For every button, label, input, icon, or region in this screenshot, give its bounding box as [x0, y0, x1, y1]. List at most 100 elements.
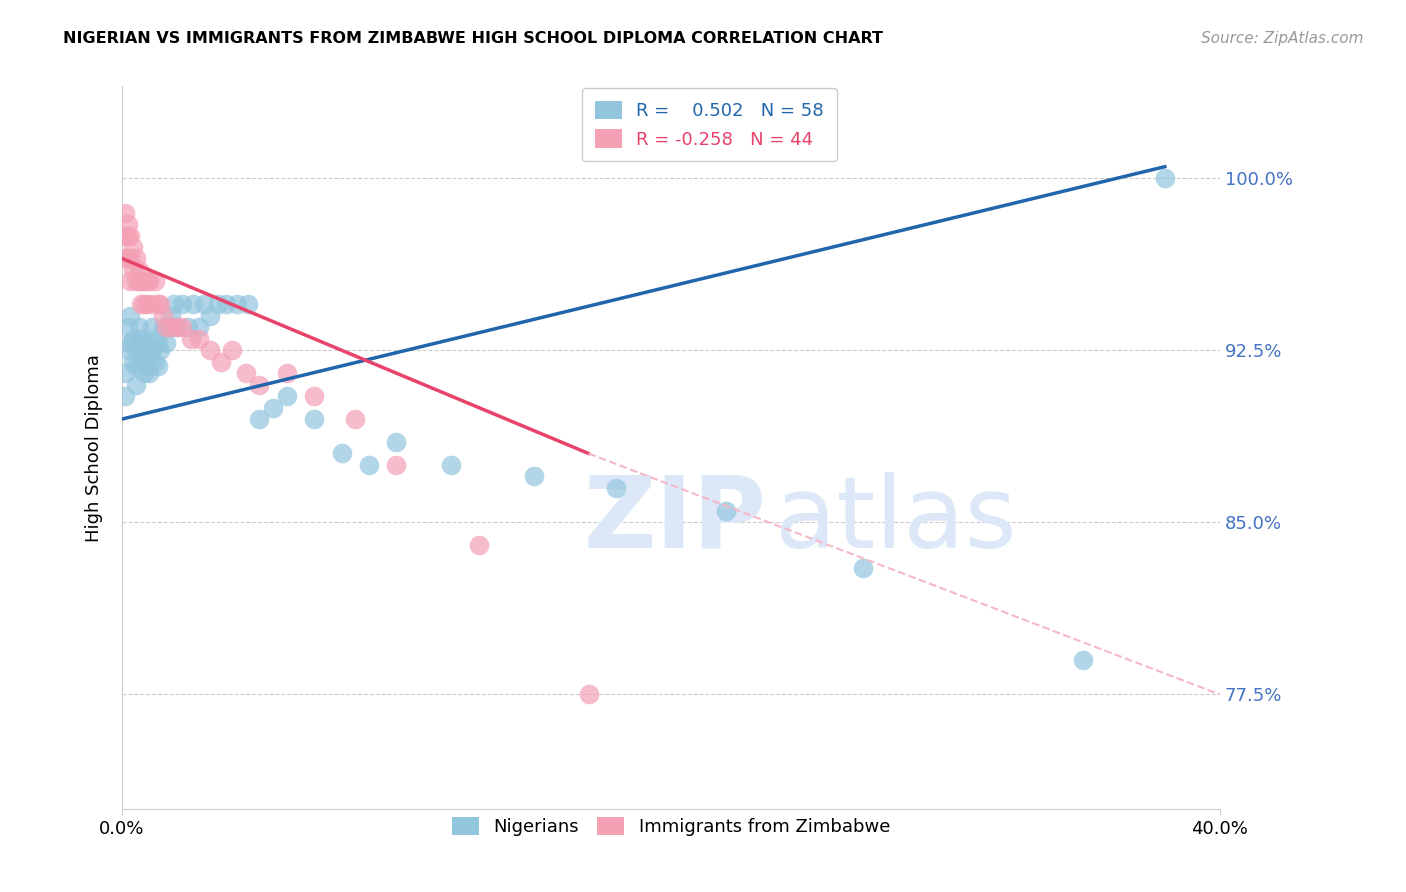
Point [262, 401, 284, 415]
Point [149, 343, 172, 358]
Point [276, 366, 298, 380]
Point [330, 446, 353, 460]
Point [1071, 653, 1094, 667]
Point [187, 320, 209, 334]
Point [187, 332, 209, 346]
Point [120, 336, 142, 351]
Point [122, 263, 145, 277]
Point [1153, 171, 1175, 186]
Point [129, 297, 152, 311]
Point [122, 332, 145, 346]
Point [138, 343, 160, 358]
Point [180, 332, 202, 346]
Point [129, 354, 152, 368]
Point [114, 252, 136, 266]
Point [163, 297, 186, 311]
Point [578, 687, 600, 701]
Point [440, 458, 463, 472]
Point [276, 389, 298, 403]
Point [117, 320, 139, 334]
Point [177, 320, 200, 334]
Point [302, 412, 325, 426]
Point [132, 274, 155, 288]
Text: atlas: atlas [775, 472, 1017, 568]
Point [125, 359, 148, 374]
Point [152, 320, 174, 334]
Point [135, 336, 157, 351]
Point [238, 297, 260, 311]
Point [146, 359, 169, 374]
Point [247, 377, 270, 392]
Point [117, 217, 139, 231]
Point [125, 343, 148, 358]
Point [138, 274, 160, 288]
Point [152, 309, 174, 323]
Point [247, 412, 270, 426]
Point [193, 297, 215, 311]
Point [714, 504, 737, 518]
Point [128, 274, 150, 288]
Point [155, 336, 177, 351]
Point [114, 389, 136, 403]
Point [122, 240, 145, 254]
Point [215, 297, 238, 311]
Point [129, 332, 152, 346]
Point [117, 228, 139, 243]
Point [155, 320, 177, 334]
Point [125, 274, 148, 288]
Point [149, 297, 172, 311]
Point [302, 389, 325, 403]
Point [135, 359, 157, 374]
Point [172, 297, 194, 311]
Point [172, 320, 194, 334]
Y-axis label: High School Diploma: High School Diploma [86, 354, 103, 541]
Point [135, 297, 157, 311]
Point [132, 343, 155, 358]
Point [128, 320, 150, 334]
Point [143, 354, 166, 368]
Point [221, 343, 243, 358]
Point [141, 320, 163, 334]
Point [385, 435, 408, 450]
Point [157, 320, 180, 334]
Point [160, 320, 183, 334]
Point [198, 343, 221, 358]
Point [143, 274, 166, 288]
Point [198, 309, 221, 323]
Point [235, 366, 257, 380]
Point [852, 561, 875, 575]
Point [117, 252, 139, 266]
Point [207, 297, 229, 311]
Point [523, 469, 546, 483]
Text: ZIP: ZIP [583, 472, 766, 568]
Point [120, 228, 142, 243]
Point [114, 205, 136, 219]
Point [141, 297, 163, 311]
Point [132, 297, 155, 311]
Point [166, 320, 188, 334]
Point [135, 274, 157, 288]
Point [128, 336, 150, 351]
Point [117, 343, 139, 358]
Point [166, 320, 188, 334]
Legend: Nigerians, Immigrants from Zimbabwe: Nigerians, Immigrants from Zimbabwe [444, 810, 897, 844]
Point [128, 263, 150, 277]
Point [120, 252, 142, 266]
Point [226, 297, 249, 311]
Point [143, 332, 166, 346]
Point [160, 309, 183, 323]
Point [114, 366, 136, 380]
Point [605, 481, 627, 495]
Point [125, 377, 148, 392]
Point [129, 274, 152, 288]
Point [122, 354, 145, 368]
Point [357, 458, 380, 472]
Point [120, 274, 142, 288]
Point [209, 354, 232, 368]
Point [125, 252, 148, 266]
Point [120, 309, 142, 323]
Point [146, 297, 169, 311]
Point [385, 458, 408, 472]
Point [141, 343, 163, 358]
Point [146, 336, 169, 351]
